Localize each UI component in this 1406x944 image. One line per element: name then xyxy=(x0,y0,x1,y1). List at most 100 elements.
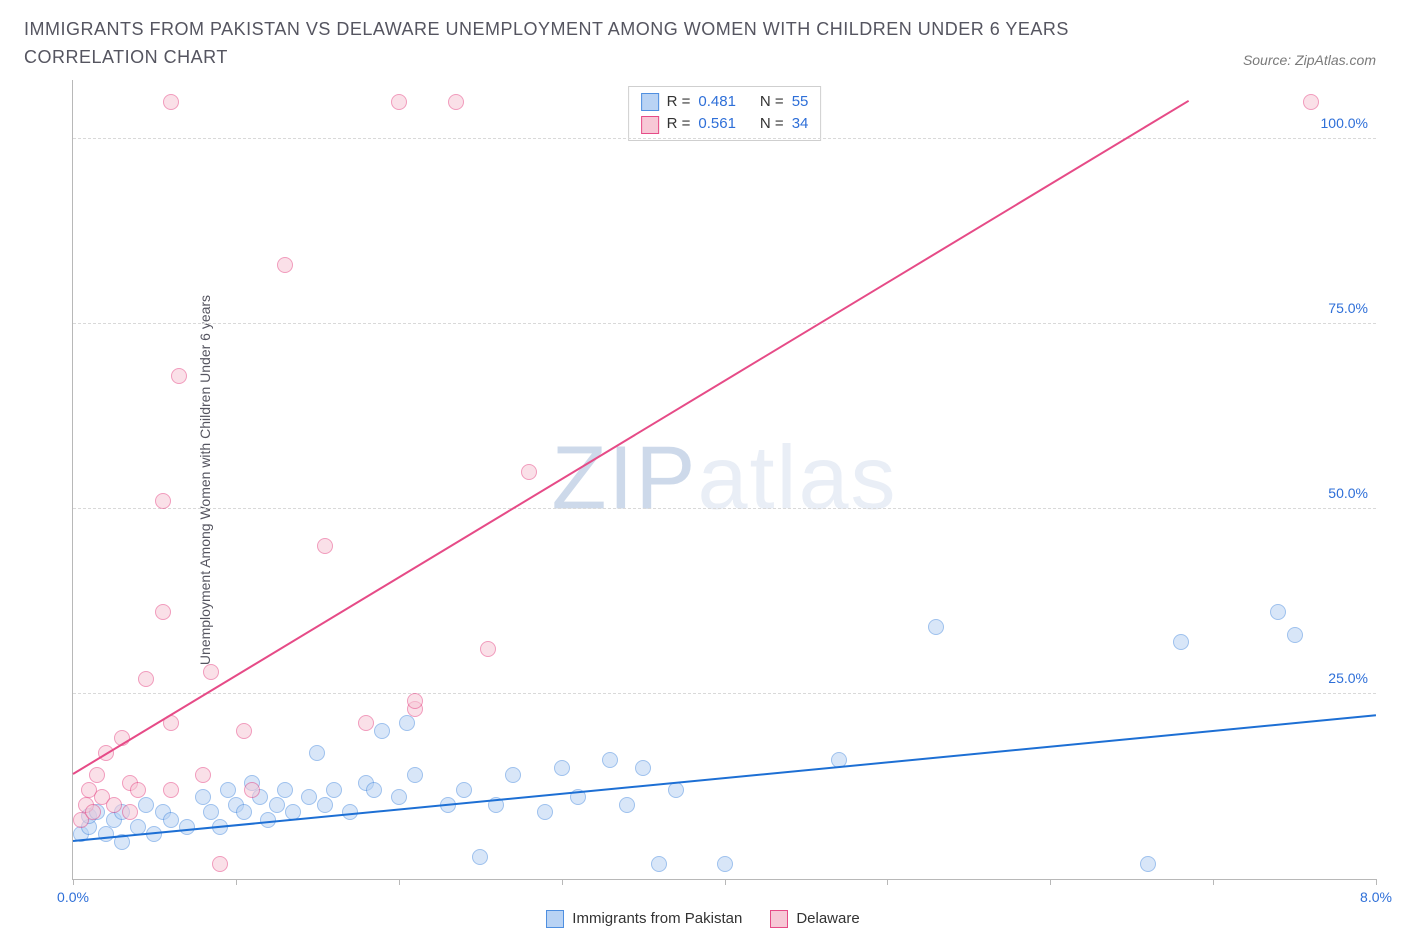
scatter-point xyxy=(358,715,374,731)
stat-n-label: N = xyxy=(760,113,784,136)
x-tick-label: 8.0% xyxy=(1360,889,1392,905)
scatter-point xyxy=(928,619,944,635)
gridline xyxy=(73,508,1376,509)
scatter-point xyxy=(1140,856,1156,872)
chart-title: IMMIGRANTS FROM PAKISTAN VS DELAWARE UNE… xyxy=(24,16,1124,72)
gridline xyxy=(73,138,1376,139)
scatter-point xyxy=(317,538,333,554)
scatter-point xyxy=(651,856,667,872)
scatter-point xyxy=(155,604,171,620)
x-tick-mark xyxy=(1213,879,1214,885)
scatter-point xyxy=(179,819,195,835)
legend-stat-row: R = 0.481N = 55 xyxy=(641,91,809,114)
stat-n-value: 34 xyxy=(792,113,809,136)
stat-r-value: 0.481 xyxy=(698,91,736,114)
scatter-point xyxy=(619,797,635,813)
y-tick-label: 50.0% xyxy=(1328,485,1368,501)
scatter-point xyxy=(301,789,317,805)
scatter-point xyxy=(391,789,407,805)
scatter-point xyxy=(220,782,236,798)
plot-area: ZIPatlas R = 0.481N = 55R = 0.561N = 34 … xyxy=(72,80,1376,880)
legend-swatch xyxy=(770,910,788,928)
legend-swatch xyxy=(546,910,564,928)
scatter-point xyxy=(635,760,651,776)
scatter-point xyxy=(138,797,154,813)
x-tick-mark xyxy=(1376,879,1377,885)
scatter-point xyxy=(399,715,415,731)
stat-n-value: 55 xyxy=(792,91,809,114)
x-tick-mark xyxy=(725,879,726,885)
gridline xyxy=(73,323,1376,324)
chart-container: Unemployment Among Women with Children U… xyxy=(24,80,1382,880)
correlation-legend: R = 0.481 N = 55R = 0.561 N = 34 xyxy=(628,86,822,141)
scatter-point xyxy=(163,782,179,798)
scatter-point xyxy=(602,752,618,768)
scatter-point xyxy=(203,664,219,680)
legend-label: Delaware xyxy=(796,910,859,927)
legend-label: Immigrants from Pakistan xyxy=(572,910,742,927)
scatter-point xyxy=(163,812,179,828)
trend-line xyxy=(72,100,1189,775)
legend-item: Delaware xyxy=(770,910,859,928)
legend-swatch xyxy=(641,93,659,111)
watermark: ZIPatlas xyxy=(551,428,897,531)
scatter-point xyxy=(1303,94,1319,110)
scatter-point xyxy=(521,464,537,480)
y-tick-label: 25.0% xyxy=(1328,670,1368,686)
scatter-point xyxy=(668,782,684,798)
gridline xyxy=(73,693,1376,694)
scatter-point xyxy=(374,723,390,739)
scatter-point xyxy=(89,767,105,783)
legend-swatch xyxy=(641,116,659,134)
trend-line xyxy=(73,714,1376,842)
scatter-point xyxy=(138,671,154,687)
x-tick-mark xyxy=(887,879,888,885)
scatter-point xyxy=(366,782,382,798)
scatter-point xyxy=(407,767,423,783)
scatter-point xyxy=(554,760,570,776)
scatter-point xyxy=(203,804,219,820)
x-tick-mark xyxy=(562,879,563,885)
scatter-point xyxy=(448,94,464,110)
legend-item: Immigrants from Pakistan xyxy=(546,910,742,928)
scatter-point xyxy=(472,849,488,865)
scatter-point xyxy=(505,767,521,783)
scatter-point xyxy=(130,782,146,798)
scatter-point xyxy=(480,641,496,657)
stat-n-label: N = xyxy=(760,91,784,114)
scatter-point xyxy=(456,782,472,798)
scatter-point xyxy=(391,94,407,110)
x-tick-label: 0.0% xyxy=(57,889,89,905)
series-legend: Immigrants from Pakistan Delaware xyxy=(24,910,1382,928)
scatter-point xyxy=(1270,604,1286,620)
legend-stat-row: R = 0.561 N = 34 xyxy=(641,113,809,136)
x-tick-mark xyxy=(73,879,74,885)
scatter-point xyxy=(1173,634,1189,650)
scatter-point xyxy=(537,804,553,820)
scatter-point xyxy=(195,767,211,783)
scatter-point xyxy=(407,693,423,709)
scatter-point xyxy=(171,368,187,384)
scatter-point xyxy=(195,789,211,805)
x-tick-mark xyxy=(1050,879,1051,885)
scatter-point xyxy=(155,493,171,509)
stat-r-label: R = xyxy=(667,113,691,136)
scatter-point xyxy=(717,856,733,872)
scatter-point xyxy=(106,797,122,813)
scatter-point xyxy=(277,782,293,798)
stat-r-value: 0.561 xyxy=(698,113,736,136)
y-tick-label: 100.0% xyxy=(1321,115,1368,131)
x-tick-mark xyxy=(399,879,400,885)
scatter-point xyxy=(269,797,285,813)
scatter-point xyxy=(309,745,325,761)
scatter-point xyxy=(236,804,252,820)
source-attribution: Source: ZipAtlas.com xyxy=(1243,52,1382,72)
scatter-point xyxy=(163,94,179,110)
scatter-point xyxy=(98,826,114,842)
scatter-point xyxy=(277,257,293,273)
scatter-point xyxy=(212,856,228,872)
scatter-point xyxy=(236,723,252,739)
scatter-point xyxy=(317,797,333,813)
scatter-point xyxy=(1287,627,1303,643)
x-tick-mark xyxy=(236,879,237,885)
